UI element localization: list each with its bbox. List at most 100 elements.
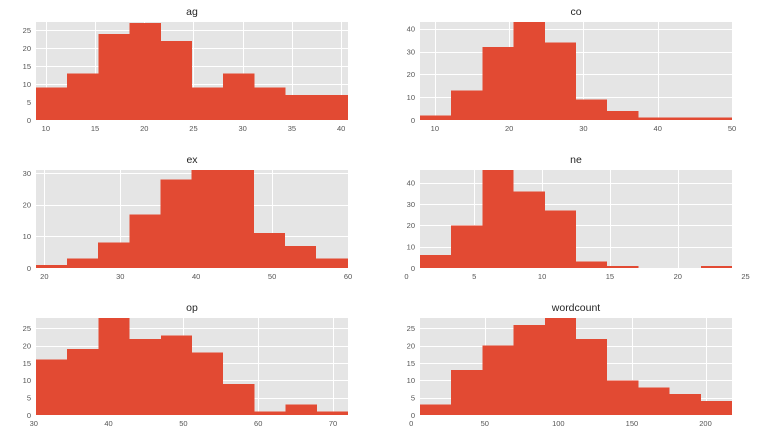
x-tick-label: 10: [42, 124, 50, 133]
panel-ne: 0 10 20 30 40 0 5 10 15 20 25 ne: [384, 148, 768, 296]
x-tick-label: 20: [505, 124, 513, 133]
panel-title: ag: [186, 6, 198, 18]
chart-co: 0 10 20 30 40 10 20 30 40 50 co: [407, 6, 737, 133]
histogram-bar: [316, 94, 348, 120]
histogram-bar: [420, 255, 452, 268]
y-axis-tick-labels: 0 5 10 15 20 25: [23, 324, 31, 420]
y-axis-tick-labels: 0 10 20 30 40: [407, 25, 415, 125]
histogram-bar: [669, 117, 701, 120]
x-tick-label: 0: [404, 272, 408, 281]
chart-op: 0 5 10 15 20 25 30 40 50 60 70 op: [23, 302, 348, 428]
histogram-bars: [36, 23, 348, 121]
chart-wordcount: 0 5 10 15 20 25 0 50 100 150 200 wordcount: [407, 302, 732, 428]
histogram-bar: [576, 338, 608, 415]
x-axis-tick-labels: 30 40 50 60 70: [30, 419, 338, 428]
histogram-bar: [607, 380, 639, 415]
histogram-bar: [253, 233, 285, 268]
histogram-bar: [420, 115, 452, 120]
y-tick-label: 25: [407, 324, 415, 333]
histogram-bar: [254, 411, 286, 415]
panel-co: 0 10 20 30 40 10 20 30 40 50 co: [384, 0, 768, 148]
x-tick-label: 20: [140, 124, 148, 133]
x-tick-label: 35: [288, 124, 296, 133]
x-axis-tick-labels: 0 5 10 15 20 25: [404, 272, 749, 281]
x-axis-tick-labels: 10 15 20 25 30 35 40: [42, 124, 346, 133]
x-tick-label: 30: [116, 272, 124, 281]
histogram-bar: [451, 369, 483, 415]
y-tick-label: 25: [23, 26, 31, 35]
y-axis-tick-labels: 0 10 20 30 40: [407, 179, 415, 273]
y-tick-label: 20: [407, 342, 415, 351]
panel-wordcount: 0 5 10 15 20 25 0 50 100 150 200 wordcount: [384, 296, 768, 443]
histogram-bar: [451, 225, 483, 268]
x-tick-label: 50: [728, 124, 736, 133]
x-tick-label: 40: [337, 124, 345, 133]
x-axis-tick-labels: 0 50 100 150 200: [409, 419, 712, 428]
y-tick-label: 0: [411, 116, 415, 125]
histogram-bar: [191, 170, 223, 268]
y-axis-tick-labels: 0 5 10 15 20 25: [23, 26, 31, 125]
histogram-bar: [482, 47, 514, 121]
y-tick-label: 15: [23, 359, 31, 368]
panel-title: co: [570, 6, 581, 18]
histogram-bars: [420, 170, 732, 268]
histogram-bar: [129, 338, 161, 415]
y-tick-label: 10: [407, 93, 415, 102]
histogram-bar: [544, 210, 576, 268]
histogram-bar: [513, 191, 545, 268]
histogram-bars: [420, 318, 732, 415]
x-tick-label: 200: [699, 419, 712, 428]
histogram-bar: [254, 87, 286, 120]
histogram-bar: [544, 318, 576, 415]
histogram-bar: [192, 87, 224, 120]
x-tick-label: 15: [91, 124, 99, 133]
panel-title: wordcount: [551, 302, 601, 314]
x-tick-label: 60: [344, 272, 352, 281]
x-tick-label: 30: [30, 419, 38, 428]
histogram-bar: [192, 352, 224, 415]
chart-ag: 0 5 10 15 20 25 10 15 20 25 30 35 40 ag: [23, 6, 348, 133]
histogram-bar: [36, 87, 68, 120]
histogram-bars: [36, 170, 348, 268]
histogram-bar: [316, 258, 348, 268]
histogram-bar: [223, 383, 255, 415]
y-tick-label: 15: [407, 359, 415, 368]
histogram-bars: [420, 22, 732, 121]
histogram-bar: [316, 411, 348, 415]
histogram-bar: [576, 99, 608, 120]
x-tick-label: 40: [104, 419, 112, 428]
chart-ne: 0 10 20 30 40 0 5 10 15 20 25 ne: [404, 154, 749, 281]
x-tick-label: 20: [40, 272, 48, 281]
histogram-bar: [67, 349, 99, 415]
x-tick-label: 15: [606, 272, 614, 281]
y-tick-label: 0: [411, 411, 415, 420]
y-tick-label: 10: [407, 376, 415, 385]
x-tick-label: 5: [472, 272, 476, 281]
y-tick-label: 10: [23, 232, 31, 241]
x-tick-label: 0: [409, 419, 413, 428]
histogram-bar: [285, 94, 317, 120]
histogram-bar: [482, 170, 514, 268]
x-axis-tick-labels: 10 20 30 40 50: [431, 124, 736, 133]
y-axis-tick-labels: 0 5 10 15 20 25: [407, 324, 415, 420]
histogram-bars: [36, 318, 348, 415]
x-axis-tick-labels: 20 30 40 50 60: [40, 272, 352, 281]
y-tick-label: 5: [27, 98, 31, 107]
histogram-bar: [67, 73, 99, 120]
histogram-bar: [513, 22, 545, 120]
y-tick-label: 30: [23, 169, 31, 178]
y-tick-label: 25: [23, 324, 31, 333]
y-tick-label: 10: [23, 80, 31, 89]
x-tick-label: 50: [268, 272, 276, 281]
histogram-bar: [160, 179, 192, 268]
histogram-bar: [638, 387, 670, 415]
y-tick-label: 0: [27, 116, 31, 125]
histogram-bar: [284, 245, 317, 268]
x-tick-label: 10: [538, 272, 546, 281]
x-tick-label: 25: [189, 124, 197, 133]
panel-title: op: [186, 302, 198, 314]
x-tick-label: 30: [239, 124, 247, 133]
histogram-bar: [420, 404, 452, 415]
x-tick-label: 30: [579, 124, 587, 133]
